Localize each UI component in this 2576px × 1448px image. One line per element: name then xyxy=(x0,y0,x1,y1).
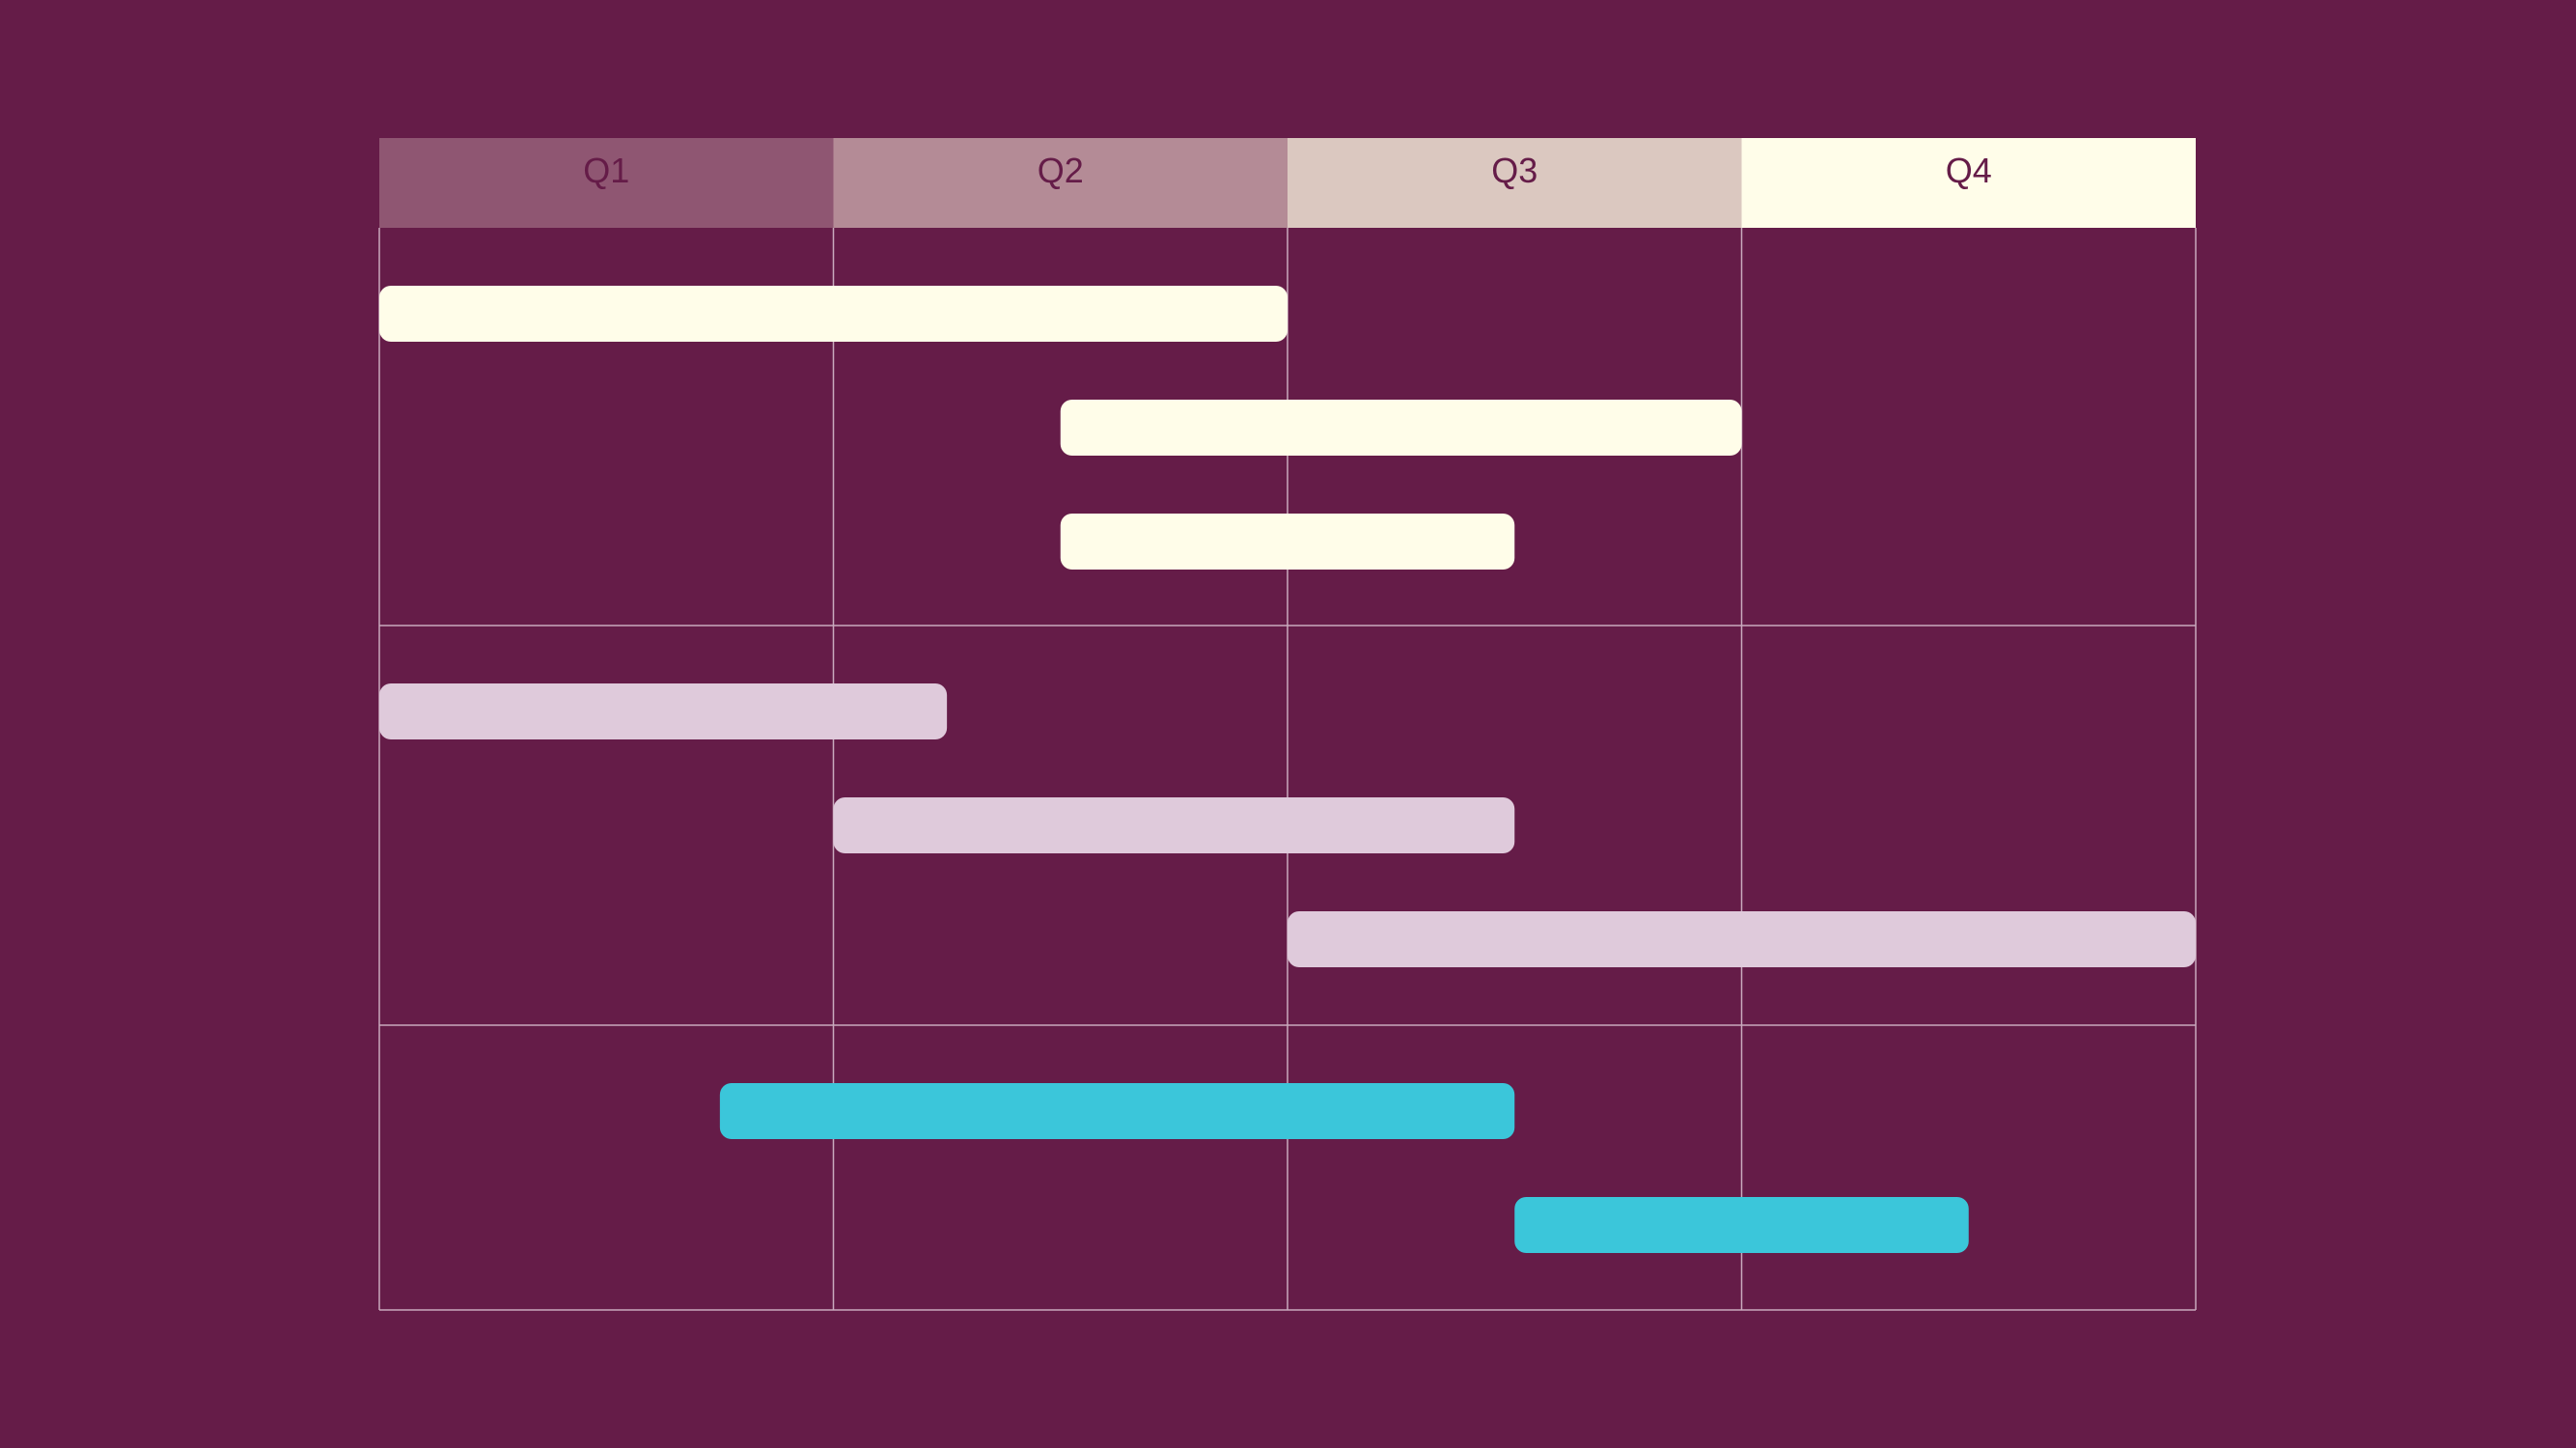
header-cell-q4 xyxy=(1741,138,2196,228)
quarter-label-q2: Q2 xyxy=(1038,151,1084,190)
task-bar-g2-3 xyxy=(1288,911,2196,967)
task-bar-g1-1 xyxy=(379,286,1288,342)
quarter-label-q4: Q4 xyxy=(1946,151,1992,190)
quarter-label-q3: Q3 xyxy=(1491,151,1537,190)
task-bar-g1-3 xyxy=(1060,514,1515,570)
header-cell-q2 xyxy=(833,138,1288,228)
quarter-label-q1: Q1 xyxy=(583,151,629,190)
task-bar-g3-2 xyxy=(1514,1197,1969,1253)
task-bar-g2-2 xyxy=(833,797,1515,853)
header-cell-q3 xyxy=(1288,138,1742,228)
task-bar-g3-1 xyxy=(719,1083,1515,1139)
task-bar-g1-2 xyxy=(1060,400,1742,456)
task-bar-g2-1 xyxy=(379,683,948,739)
header-cell-q1 xyxy=(379,138,834,228)
